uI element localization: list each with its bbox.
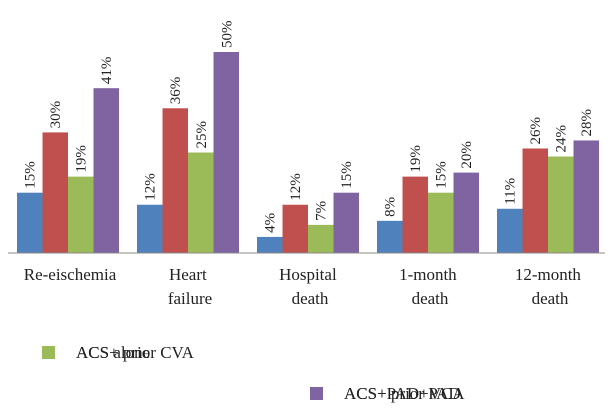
- legend-label: ACS+ prior CVA: [76, 343, 195, 362]
- bar: [402, 176, 428, 253]
- bar: [377, 220, 403, 253]
- data-label: 41%: [99, 57, 115, 85]
- legend-label: ACS alone: [76, 343, 150, 362]
- data-label: 7%: [314, 201, 330, 221]
- bar: [93, 88, 119, 254]
- legend-swatch: [42, 346, 55, 359]
- bar: [453, 172, 479, 253]
- legend-swatch: [310, 387, 323, 400]
- data-label: 11%: [503, 178, 519, 205]
- data-label: 24%: [554, 125, 570, 153]
- bar: [308, 224, 334, 253]
- data-label: 15%: [434, 161, 450, 189]
- bar: [497, 208, 523, 253]
- data-label: 30%: [48, 101, 64, 129]
- data-label: 15%: [339, 161, 355, 189]
- bar: [257, 236, 283, 253]
- x-tick-label: 1-month death: [399, 265, 461, 308]
- bar: [162, 108, 188, 253]
- data-label: 12%: [288, 173, 304, 201]
- data-label: 25%: [194, 121, 210, 149]
- legend-label: ACS+ prior PAD: [344, 384, 461, 403]
- data-label: 8%: [383, 197, 399, 217]
- bar: [68, 176, 94, 253]
- data-label: 15%: [23, 161, 39, 189]
- x-tick-label: Heart failure: [168, 265, 212, 308]
- bar: [188, 152, 214, 253]
- bar: [17, 192, 43, 253]
- bar: [42, 132, 68, 253]
- bar: [428, 192, 454, 253]
- data-label: 19%: [74, 145, 90, 173]
- bar: [333, 192, 359, 253]
- data-label: 19%: [408, 145, 424, 173]
- bar: [137, 204, 163, 253]
- bar: [573, 140, 599, 253]
- data-label: 20%: [459, 141, 475, 169]
- data-label: 36%: [168, 77, 184, 105]
- legend-label: ACS+PAD+VCA: [344, 384, 465, 403]
- data-label: 12%: [143, 173, 159, 201]
- bar: [213, 52, 239, 253]
- bar: [282, 204, 308, 253]
- bar: [522, 148, 548, 253]
- data-label: 4%: [263, 213, 279, 233]
- data-label: 28%: [579, 109, 595, 137]
- data-label: 50%: [219, 21, 235, 49]
- data-label: 26%: [528, 117, 544, 145]
- bar: [548, 156, 574, 253]
- x-tick-label: 12-month death: [515, 265, 585, 308]
- x-tick-label: Re-eischemia: [24, 265, 117, 284]
- x-tick-label: Hospital death: [279, 265, 341, 308]
